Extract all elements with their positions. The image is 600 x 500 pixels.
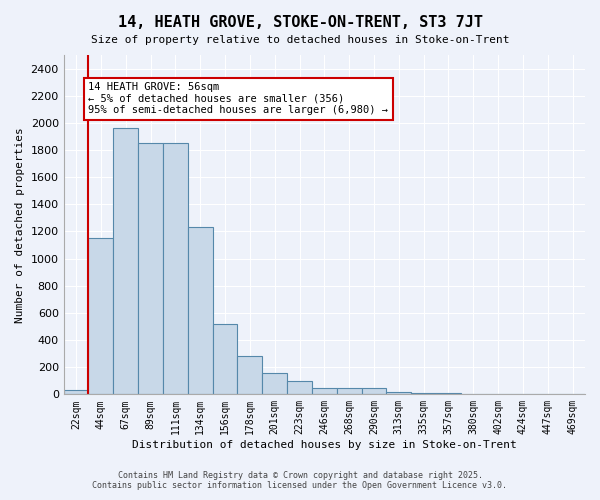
Text: Size of property relative to detached houses in Stoke-on-Trent: Size of property relative to detached ho… — [91, 35, 509, 45]
Bar — [337, 388, 362, 394]
Bar — [362, 388, 386, 394]
Bar — [212, 324, 238, 394]
Bar — [64, 390, 88, 394]
Bar — [262, 374, 287, 394]
Bar — [138, 143, 163, 395]
Bar — [163, 143, 188, 395]
Bar — [88, 238, 113, 394]
Bar — [238, 356, 262, 395]
Bar — [386, 392, 411, 394]
Bar — [113, 128, 138, 394]
X-axis label: Distribution of detached houses by size in Stoke-on-Trent: Distribution of detached houses by size … — [132, 440, 517, 450]
Bar — [312, 388, 337, 394]
Bar — [188, 228, 212, 394]
Text: Contains HM Land Registry data © Crown copyright and database right 2025.
Contai: Contains HM Land Registry data © Crown c… — [92, 470, 508, 490]
Y-axis label: Number of detached properties: Number of detached properties — [15, 127, 25, 322]
Text: 14, HEATH GROVE, STOKE-ON-TRENT, ST3 7JT: 14, HEATH GROVE, STOKE-ON-TRENT, ST3 7JT — [118, 15, 482, 30]
Text: 14 HEATH GROVE: 56sqm
← 5% of detached houses are smaller (356)
95% of semi-deta: 14 HEATH GROVE: 56sqm ← 5% of detached h… — [88, 82, 388, 116]
Bar — [436, 393, 461, 394]
Bar — [411, 393, 436, 394]
Bar — [287, 382, 312, 394]
